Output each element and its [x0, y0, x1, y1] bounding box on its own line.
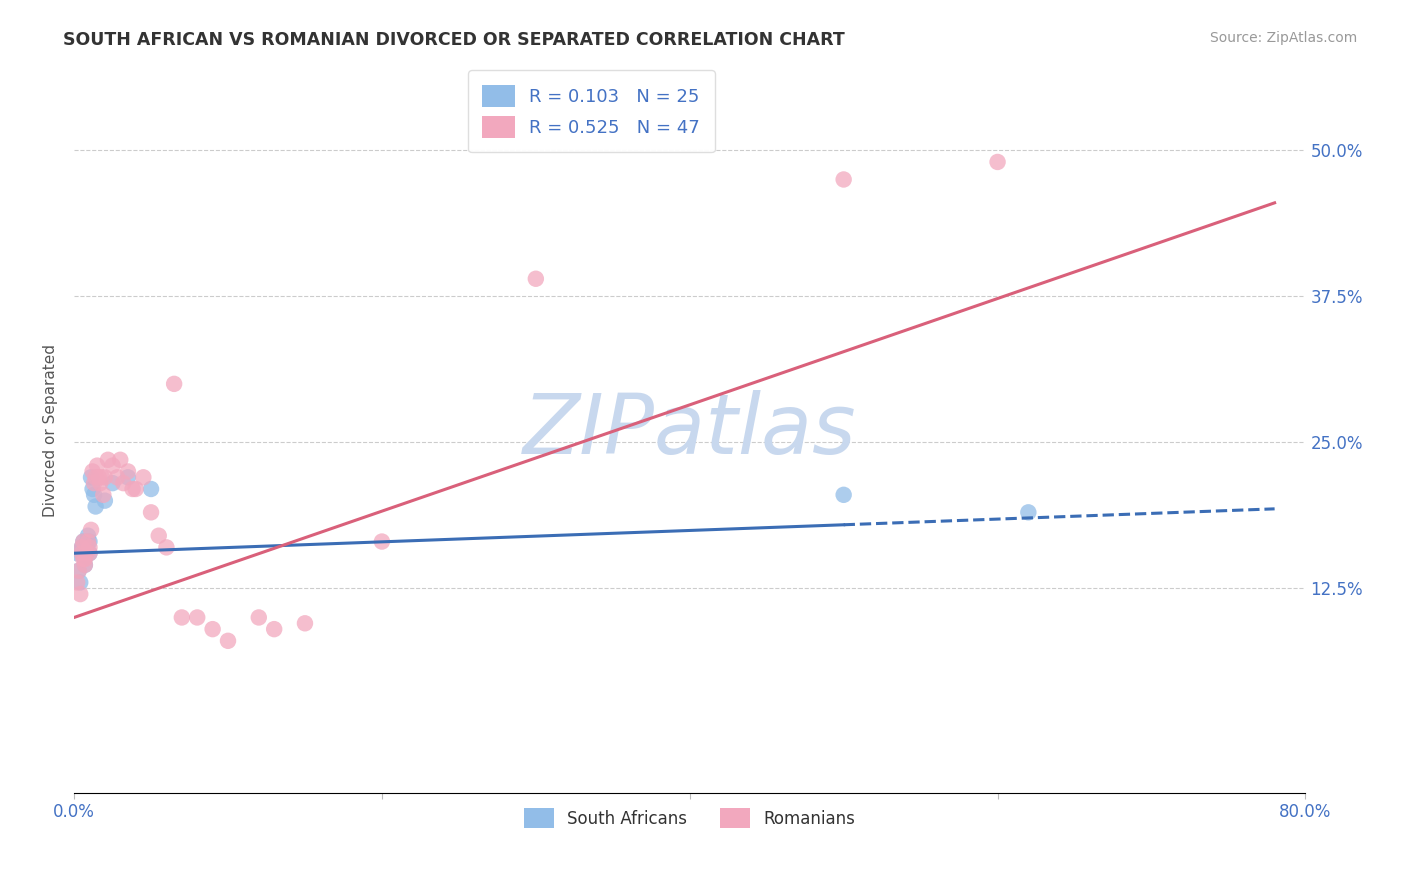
Point: [148, 529, 170, 543]
Point: [72, 534, 94, 549]
Point: [80, 523, 103, 537]
Point: [70, 546, 93, 560]
Point: [69, 587, 91, 601]
Point: [371, 534, 394, 549]
Point: [201, 622, 224, 636]
Point: [67, 564, 90, 578]
Text: SOUTH AFRICAN VS ROMANIAN DIVORCED OR SEPARATED CORRELATION CHART: SOUTH AFRICAN VS ROMANIAN DIVORCED OR SE…: [63, 31, 845, 49]
Point: [217, 633, 239, 648]
Point: [73, 558, 96, 572]
Point: [75, 546, 97, 560]
Point: [79, 541, 101, 555]
Point: [247, 610, 270, 624]
Point: [117, 470, 139, 484]
Point: [82, 465, 104, 479]
Point: [97, 452, 120, 467]
Point: [186, 610, 208, 624]
Text: Source: ZipAtlas.com: Source: ZipAtlas.com: [1209, 31, 1357, 45]
Point: [832, 488, 855, 502]
Legend: South Africans, Romanians: South Africans, Romanians: [517, 801, 862, 835]
Point: [70, 541, 93, 555]
Point: [112, 476, 135, 491]
Point: [110, 452, 132, 467]
Y-axis label: Divorced or Separated: Divorced or Separated: [44, 344, 58, 517]
Point: [70, 546, 93, 560]
Point: [79, 546, 101, 560]
Point: [1017, 505, 1039, 519]
Point: [139, 482, 162, 496]
Point: [82, 482, 104, 496]
Point: [294, 616, 316, 631]
Point: [87, 470, 110, 484]
Point: [132, 470, 155, 484]
Point: [73, 558, 96, 572]
Point: [832, 172, 855, 186]
Point: [263, 622, 285, 636]
Point: [73, 552, 96, 566]
Point: [72, 541, 94, 555]
Point: [124, 482, 146, 496]
Point: [89, 476, 111, 491]
Point: [67, 564, 90, 578]
Point: [75, 541, 97, 555]
Point: [117, 465, 139, 479]
Point: [66, 546, 89, 560]
Point: [90, 470, 112, 484]
Point: [121, 482, 143, 496]
Point: [73, 546, 96, 560]
Point: [83, 488, 105, 502]
Point: [77, 529, 100, 543]
Point: [75, 546, 97, 560]
Point: [155, 541, 177, 555]
Point: [79, 546, 101, 560]
Point: [94, 493, 117, 508]
Point: [79, 534, 101, 549]
Point: [77, 534, 100, 549]
Point: [86, 458, 108, 473]
Point: [66, 575, 89, 590]
Text: ZIPatlas: ZIPatlas: [523, 390, 856, 471]
Point: [84, 500, 107, 514]
Point: [105, 470, 128, 484]
Point: [139, 505, 162, 519]
Point: [94, 470, 117, 484]
Point: [91, 488, 114, 502]
Point: [524, 272, 547, 286]
Point: [163, 376, 186, 391]
Point: [80, 470, 103, 484]
Point: [987, 155, 1010, 169]
Point: [83, 476, 105, 491]
Point: [84, 470, 107, 484]
Point: [101, 458, 124, 473]
Point: [72, 552, 94, 566]
Point: [170, 610, 193, 624]
Point: [69, 575, 91, 590]
Point: [72, 534, 94, 549]
Point: [101, 476, 124, 491]
Point: [70, 541, 93, 555]
Point: [77, 534, 100, 549]
